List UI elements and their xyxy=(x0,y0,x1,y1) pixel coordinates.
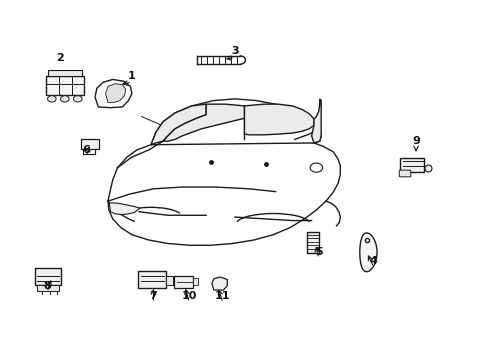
Polygon shape xyxy=(95,80,132,108)
Polygon shape xyxy=(151,99,321,145)
Polygon shape xyxy=(105,84,125,102)
Text: 6: 6 xyxy=(82,145,90,155)
FancyBboxPatch shape xyxy=(38,285,59,291)
Polygon shape xyxy=(151,104,206,145)
FancyBboxPatch shape xyxy=(48,69,81,76)
Text: 10: 10 xyxy=(182,292,197,301)
FancyBboxPatch shape xyxy=(165,276,173,285)
FancyBboxPatch shape xyxy=(306,232,318,253)
Polygon shape xyxy=(244,104,313,135)
FancyBboxPatch shape xyxy=(81,139,99,149)
Polygon shape xyxy=(109,203,140,215)
Text: 7: 7 xyxy=(149,292,157,301)
Polygon shape xyxy=(211,277,227,290)
Text: 4: 4 xyxy=(369,256,377,266)
Text: 3: 3 xyxy=(231,46,238,56)
Text: 2: 2 xyxy=(56,53,64,63)
Circle shape xyxy=(61,96,69,102)
FancyBboxPatch shape xyxy=(45,76,84,95)
Text: 1: 1 xyxy=(128,71,136,81)
Circle shape xyxy=(73,96,82,102)
FancyBboxPatch shape xyxy=(35,268,61,285)
Text: 11: 11 xyxy=(215,292,230,301)
Text: 8: 8 xyxy=(43,281,51,291)
Polygon shape xyxy=(108,139,340,245)
Text: 5: 5 xyxy=(314,247,322,257)
Polygon shape xyxy=(163,104,244,141)
Polygon shape xyxy=(311,99,321,143)
FancyBboxPatch shape xyxy=(399,170,410,177)
FancyBboxPatch shape xyxy=(138,271,165,288)
Circle shape xyxy=(47,96,56,102)
FancyBboxPatch shape xyxy=(174,276,193,288)
FancyBboxPatch shape xyxy=(399,158,424,172)
FancyBboxPatch shape xyxy=(193,278,198,285)
Text: 9: 9 xyxy=(411,136,419,146)
Polygon shape xyxy=(359,233,376,272)
